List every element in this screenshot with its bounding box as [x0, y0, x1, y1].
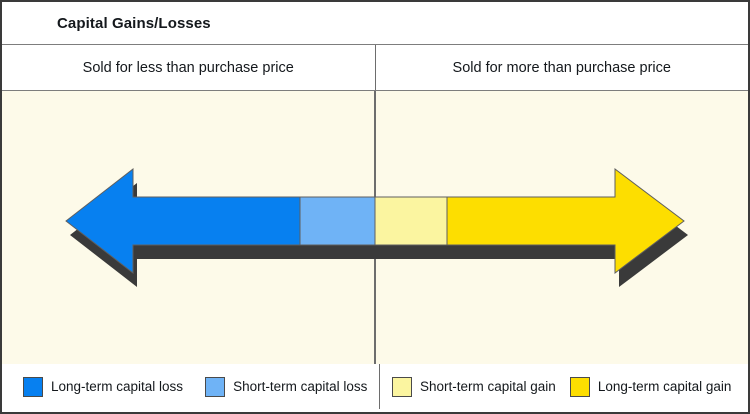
legend-item-short-term-gain: Short-term capital gain [392, 376, 556, 397]
title-row: Capital Gains/Losses [2, 2, 748, 45]
arrow-canvas [2, 91, 748, 364]
legend-swatch-long-term-loss [23, 376, 43, 397]
legend-row: Long-term capital loss Short-term capita… [2, 364, 748, 409]
legend-item-long-term-loss: Long-term capital loss [23, 376, 184, 397]
segment-short-term-loss [299, 196, 376, 246]
legend-losses-group: Long-term capital loss Short-term capita… [2, 364, 379, 409]
legend-label-short-term-loss: Short-term capital loss [233, 379, 368, 394]
legend-item-long-term-gain: Long-term capital gain [569, 376, 732, 397]
legend-swatch-short-term-loss [205, 376, 226, 397]
legend-swatch-short-term-gain [392, 376, 412, 397]
page-title: Capital Gains/Losses [57, 14, 211, 32]
legend-label-short-term-gain: Short-term capital gain [420, 379, 556, 394]
legend-label-long-term-gain: Long-term capital gain [597, 379, 732, 394]
header-row: Sold for less than purchase price Sold f… [2, 45, 748, 91]
legend-swatch-long-term-gain [569, 376, 590, 397]
legend-label-long-term-loss: Long-term capital loss [51, 379, 184, 394]
legend-item-short-term-loss: Short-term capital loss [205, 376, 368, 397]
header-sold-for-less: Sold for less than purchase price [82, 59, 294, 76]
header-sold-for-more: Sold for more than purchase price [374, 45, 749, 90]
segment-long-term-gain [446, 167, 685, 275]
segment-short-term-gain [374, 196, 448, 246]
double-arrow-graphic [65, 167, 688, 287]
legend-gains-group: Short-term capital gain Long-term capita… [379, 364, 748, 409]
